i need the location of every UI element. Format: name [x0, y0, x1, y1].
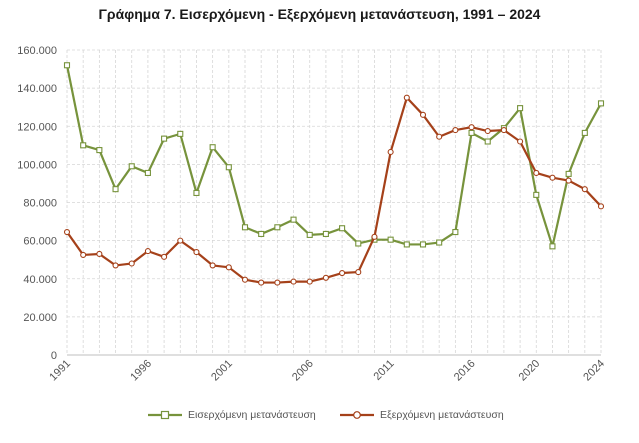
- point-inflow: [565, 170, 572, 177]
- point-inflow: [161, 135, 168, 142]
- point-outflow: [274, 279, 281, 286]
- point-outflow: [581, 186, 588, 193]
- point-outflow: [322, 274, 329, 281]
- point-inflow: [290, 216, 297, 223]
- point-inflow: [452, 228, 459, 236]
- point-outflow: [419, 111, 427, 118]
- legend-label-inflow: Εισερχόμενη μετανάστευση: [188, 409, 316, 421]
- point-inflow: [419, 241, 427, 248]
- point-inflow: [581, 129, 588, 136]
- point-inflow: [63, 62, 71, 69]
- point-outflow: [306, 278, 313, 285]
- point-outflow: [484, 127, 491, 135]
- point-inflow: [225, 164, 232, 171]
- x-tick-label: 2016: [452, 358, 478, 384]
- point-inflow: [80, 142, 87, 149]
- y-tick-label: 120.000: [17, 121, 57, 133]
- point-outflow: [241, 276, 249, 283]
- legend-label-outflow: Εξερχόμενη μετανάστευση: [380, 409, 504, 421]
- point-outflow: [452, 127, 459, 134]
- point-inflow: [597, 100, 605, 107]
- point-inflow: [484, 138, 491, 145]
- legend-swatch-inflow: [148, 410, 182, 420]
- point-inflow: [387, 236, 394, 243]
- point-inflow: [436, 239, 443, 246]
- legend-item-inflow: Εισερχόμενη μετανάστευση: [148, 409, 316, 421]
- x-tick-label: 2006: [290, 358, 316, 384]
- point-inflow: [355, 240, 362, 247]
- series-line-0: [65, 65, 602, 248]
- point-outflow: [533, 169, 540, 177]
- point-outflow: [565, 177, 572, 184]
- point-outflow: [193, 249, 200, 256]
- point-outflow: [144, 248, 151, 255]
- point-outflow: [468, 124, 475, 131]
- point-inflow: [128, 163, 135, 170]
- legend-swatch-outflow: [340, 411, 374, 419]
- y-tick-label: 100.000: [17, 159, 57, 171]
- point-outflow: [371, 233, 378, 240]
- legend-item-outflow: Εξερχόμενη μετανάστευση: [340, 409, 504, 421]
- chart-title: Γράφημα 7. Εισερχόμενη - Εξερχόμενη μετα…: [98, 6, 541, 22]
- point-outflow: [355, 269, 362, 276]
- point-outflow: [403, 94, 410, 101]
- x-tick-label: 2020: [517, 358, 543, 384]
- point-inflow: [468, 129, 475, 136]
- point-outflow: [436, 133, 443, 140]
- point-outflow: [500, 127, 507, 134]
- y-tick-label: 60.000: [23, 236, 57, 248]
- x-tick-label: 2011: [372, 358, 397, 383]
- x-tick-label: 2024: [581, 358, 607, 384]
- point-outflow: [290, 278, 297, 285]
- y-tick-label: 0: [51, 350, 57, 362]
- x-tick-label: 2001: [209, 358, 235, 384]
- point-inflow: [403, 241, 410, 248]
- point-inflow: [533, 191, 540, 198]
- point-outflow: [177, 237, 184, 244]
- point-outflow: [339, 269, 346, 277]
- point-outflow: [80, 251, 87, 258]
- x-tick-label: 1996: [128, 358, 154, 384]
- point-outflow: [112, 262, 119, 269]
- point-outflow: [597, 203, 605, 210]
- point-outflow: [258, 279, 265, 286]
- point-outflow: [517, 138, 524, 145]
- point-outflow: [549, 174, 556, 181]
- series-line-1: [66, 96, 602, 284]
- y-tick-label: 80.000: [23, 198, 57, 210]
- point-inflow: [306, 231, 313, 238]
- point-outflow: [128, 260, 135, 267]
- point-inflow: [209, 144, 216, 151]
- point-inflow: [96, 147, 103, 154]
- point-inflow: [241, 224, 249, 231]
- y-tick-label: 160.000: [17, 45, 57, 57]
- point-outflow: [225, 264, 232, 271]
- point-inflow: [112, 186, 119, 193]
- point-inflow: [517, 105, 524, 112]
- point-outflow: [161, 253, 168, 260]
- point-inflow: [177, 130, 184, 137]
- y-tick-label: 20.000: [23, 312, 57, 324]
- legend: Εισερχόμενη μετανάστευση Εξερχόμενη μετα…: [0, 409, 639, 431]
- point-outflow: [63, 228, 71, 236]
- point-inflow: [144, 169, 151, 177]
- y-tick-label: 140.000: [17, 83, 57, 95]
- point-outflow: [387, 148, 394, 156]
- point-inflow: [549, 243, 556, 250]
- point-inflow: [258, 230, 265, 238]
- point-outflow: [209, 262, 216, 269]
- point-outflow: [96, 250, 103, 258]
- point-inflow: [322, 230, 329, 238]
- y-tick-label: 40.000: [23, 274, 57, 286]
- point-inflow: [274, 224, 281, 231]
- point-inflow: [193, 189, 200, 197]
- point-inflow: [339, 225, 346, 232]
